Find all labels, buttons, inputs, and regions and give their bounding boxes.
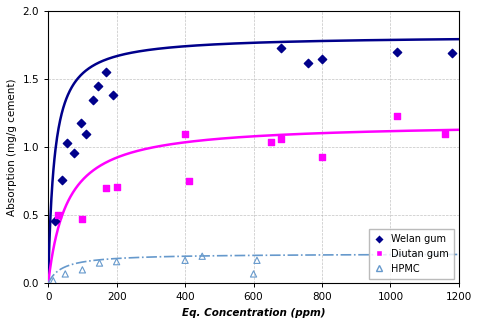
Point <box>305 60 312 65</box>
Point <box>267 139 274 144</box>
Point <box>79 267 86 272</box>
Point <box>393 113 401 119</box>
Point <box>198 254 206 259</box>
Point <box>113 184 120 189</box>
Point <box>49 278 57 283</box>
Point <box>103 70 110 75</box>
Point <box>103 186 110 191</box>
Point <box>61 271 69 277</box>
Point <box>94 83 102 88</box>
Point <box>181 258 189 263</box>
Legend: Welan gum, Diutan gum, HPMC: Welan gum, Diutan gum, HPMC <box>369 229 454 279</box>
Point <box>253 258 261 263</box>
Point <box>79 217 86 222</box>
Point <box>89 97 96 102</box>
Point <box>51 218 59 223</box>
Point <box>63 140 71 146</box>
Point <box>77 120 84 125</box>
Point <box>55 213 62 218</box>
Y-axis label: Absorption (mg/g cement): Absorption (mg/g cement) <box>7 78 17 216</box>
Point <box>185 179 193 184</box>
Point <box>318 154 326 159</box>
Point <box>250 271 257 277</box>
Point <box>181 131 189 136</box>
Point <box>109 93 117 98</box>
Point <box>277 45 285 50</box>
Point <box>96 260 103 266</box>
Point <box>113 259 120 264</box>
Point <box>82 131 90 136</box>
X-axis label: Eq. Concentration (ppm): Eq. Concentration (ppm) <box>182 308 325 318</box>
Point <box>58 177 66 183</box>
Point <box>318 56 326 61</box>
Point <box>277 136 285 142</box>
Point <box>448 51 456 56</box>
Point <box>442 131 449 136</box>
Point <box>393 49 401 54</box>
Point <box>70 150 78 155</box>
